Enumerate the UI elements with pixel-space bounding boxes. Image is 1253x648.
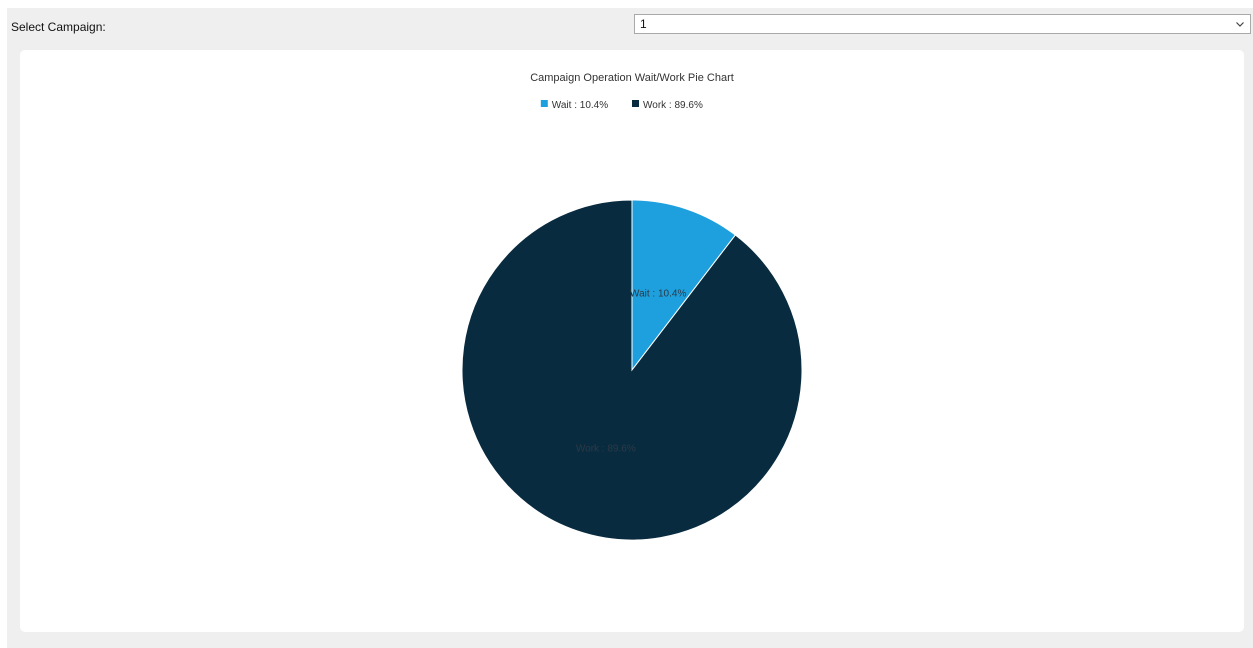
legend-item-wait[interactable]: Wait : 10.4% [540,100,608,111]
legend-label-wait: Wait : 10.4% [552,100,608,111]
legend-swatch-wait [540,100,548,107]
chevron-down-icon [1236,22,1244,27]
legend-label-work: Work : 89.6% [643,100,703,111]
pie-slice-label-wait: Wait : 10.4% [630,289,686,300]
pie-slice-wait[interactable] [631,199,737,372]
pie-slice-label-work: Work : 89.6% [576,443,636,454]
select-campaign-label: Select Campaign: [11,20,106,34]
legend-swatch-work [632,100,639,107]
pie-slice-work[interactable] [461,199,803,541]
pie-slices [461,199,803,541]
app-window: Select Campaign: 1 Campaign Operation Wa… [7,8,1253,648]
chart-title: Campaign Operation Wait/Work Pie Chart [530,72,734,84]
chart-panel: Campaign Operation Wait/Work Pie Chart W… [20,50,1244,632]
legend-item-work[interactable]: Work : 89.6% [632,100,703,111]
pie-slice-labels: Wait : 10.4% Work : 89.6% [576,289,687,455]
campaign-select-value: 1 [640,17,647,31]
pie-chart: Campaign Operation Wait/Work Pie Chart W… [461,72,803,541]
chart-legend: Wait : 10.4% Work : 89.6% [540,100,703,111]
campaign-select[interactable]: 1 [634,14,1251,34]
